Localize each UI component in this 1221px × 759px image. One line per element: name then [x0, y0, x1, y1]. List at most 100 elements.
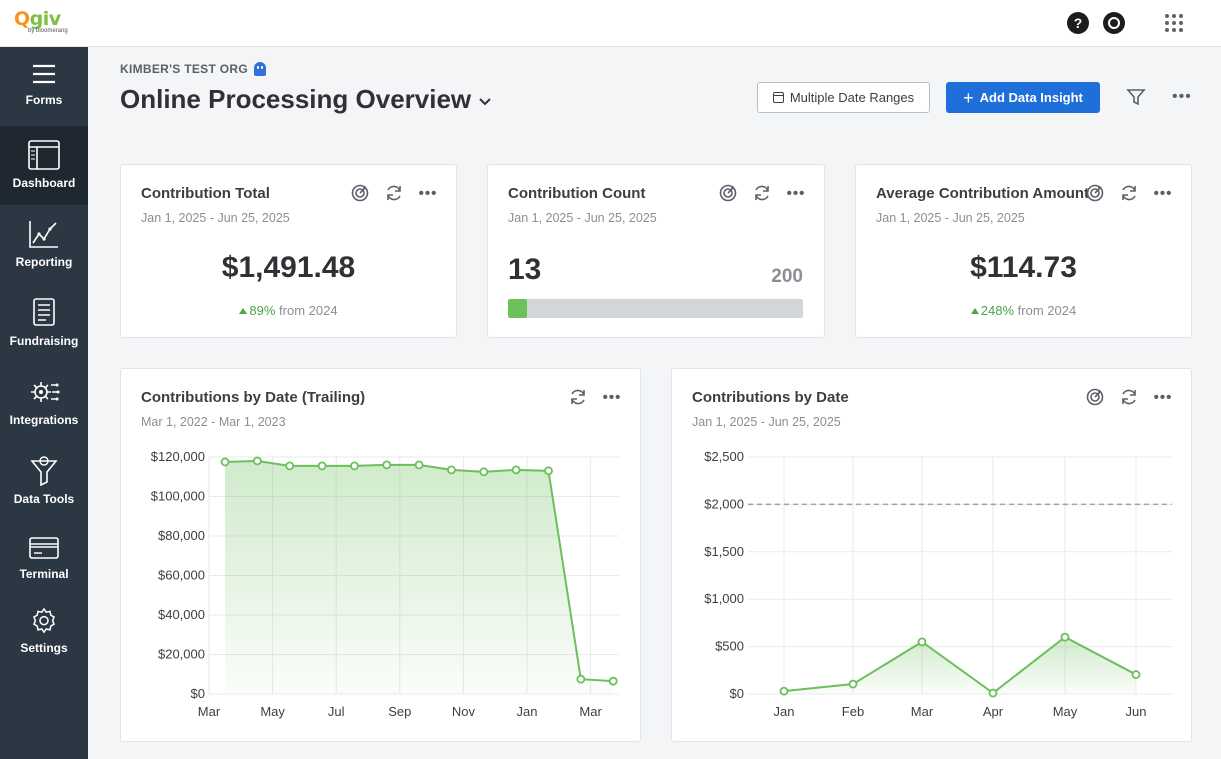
refresh-icon[interactable]	[568, 387, 588, 407]
plus-icon: +	[963, 87, 974, 108]
data-point	[917, 637, 927, 647]
sidebar-item-reporting[interactable]: Reporting	[0, 205, 88, 284]
x-tick-label: Mar	[579, 704, 602, 719]
sidebar-item-label: Forms	[25, 93, 63, 107]
card-more-icon[interactable]: •••	[786, 184, 806, 202]
integrations-icon	[31, 382, 60, 402]
data-point	[988, 688, 998, 698]
sidebar-item-forms[interactable]: Forms	[0, 47, 88, 126]
y-tick-label: $100,000	[151, 489, 205, 504]
page-title-text: Online Processing Overview	[120, 84, 472, 114]
x-tick-label: Jan	[774, 704, 795, 719]
card-icon	[29, 537, 59, 559]
y-tick-label: $0	[730, 686, 744, 701]
trend-indicator: 248% from 2024	[856, 303, 1191, 318]
sidebar-item-label: Reporting	[15, 255, 73, 269]
ghost-icon	[253, 62, 266, 76]
sidebar-item-data-tools[interactable]: Data Tools	[0, 442, 88, 521]
y-tick-label: $1,000	[704, 591, 744, 606]
x-tick-label: Jun	[1126, 704, 1147, 719]
sidebar-item-settings[interactable]: Settings	[0, 593, 88, 672]
date-range-button[interactable]: Multiple Date Ranges	[757, 82, 930, 113]
document-icon	[33, 298, 55, 326]
page-title[interactable]: Online Processing Overview	[120, 84, 491, 115]
card-date-range: Jan 1, 2025 - Jun 25, 2025	[141, 211, 290, 225]
contribution-total-value: $1,491.48	[221, 251, 356, 284]
card-date-range: Jan 1, 2025 - Jun 25, 2025	[692, 415, 841, 429]
goal-progress-fill	[508, 299, 528, 318]
refresh-icon[interactable]	[752, 183, 772, 203]
add-data-insight-button[interactable]: + Add Data Insight	[946, 82, 1100, 113]
add-data-insight-label: Add Data Insight	[979, 90, 1083, 105]
sidebar-item-integrations[interactable]: Integrations	[0, 363, 88, 442]
filter-icon[interactable]	[1126, 87, 1146, 107]
dashboard-icon	[28, 140, 60, 170]
x-tick-label: Mar	[911, 704, 934, 719]
goal-target-icon[interactable]	[718, 183, 738, 203]
card-date-range: Mar 1, 2022 - Mar 1, 2023	[141, 415, 286, 429]
data-point	[576, 674, 586, 684]
contribution-count-value: 13	[508, 253, 542, 286]
qgiv-logo[interactable]: Qgiv by bloomerang	[14, 8, 78, 38]
data-point	[608, 676, 618, 686]
x-tick-label: May	[1053, 704, 1078, 719]
date-range-label: Multiple Date Ranges	[789, 90, 915, 105]
sidebar-item-label: Dashboard	[12, 176, 76, 190]
chart-icon	[29, 221, 58, 248]
sidebar-item-fundraising[interactable]: Fundraising	[0, 284, 88, 363]
org-name-text: KIMBER'S TEST ORG	[120, 62, 248, 76]
logo-brand: Qgiv	[14, 8, 61, 30]
qgiv-assistant-icon[interactable]	[1103, 12, 1125, 34]
trend-suffix: from 2024	[279, 303, 338, 318]
data-point	[447, 465, 456, 475]
goal-target-icon[interactable]	[1085, 183, 1105, 203]
card-title: Contributions by Date (Trailing)	[141, 389, 366, 406]
sidebar-item-terminal[interactable]: Terminal	[0, 521, 88, 593]
help-icon[interactable]: ?	[1067, 12, 1089, 34]
goal-target-icon[interactable]	[1085, 387, 1105, 407]
average-contribution-value: $114.73	[970, 251, 1077, 284]
y-tick-label: $40,000	[158, 607, 205, 622]
y-tick-label: $120,000	[151, 449, 205, 464]
data-point	[1060, 632, 1070, 642]
y-tick-label: $500	[715, 639, 744, 654]
more-options-icon[interactable]: •••	[1172, 88, 1192, 105]
calendar-icon	[772, 92, 784, 103]
data-point	[1131, 670, 1141, 679]
app-grid-icon[interactable]	[1165, 14, 1183, 32]
x-tick-label: Sep	[388, 704, 411, 719]
card-date-range: Jan 1, 2025 - Jun 25, 2025	[508, 211, 657, 225]
card-more-icon[interactable]: •••	[602, 388, 622, 406]
sidebar-item-label: Data Tools	[13, 492, 75, 506]
refresh-icon[interactable]	[1119, 183, 1139, 203]
sidebar-item-label: Settings	[20, 641, 68, 655]
x-tick-label: Apr	[983, 704, 1004, 719]
sidebar-item-label: Integrations	[9, 413, 79, 427]
y-tick-label: $2,500	[704, 449, 744, 464]
refresh-icon[interactable]	[1119, 387, 1139, 407]
y-tick-label: $80,000	[158, 528, 205, 543]
sidebar-item-dashboard[interactable]: Dashboard	[0, 126, 88, 205]
card-more-icon[interactable]: •••	[1153, 388, 1173, 406]
refresh-icon[interactable]	[384, 183, 404, 203]
series-area	[225, 460, 614, 694]
trend-suffix: from 2024	[1017, 303, 1077, 318]
trend-percent: 89%	[249, 303, 276, 318]
data-point	[511, 465, 521, 475]
data-point	[317, 461, 327, 471]
x-tick-label: Jan	[517, 704, 538, 719]
by-date-area-chart: $2,500 $2,000 $1,500 $1,000 $500 $0 Jan Feb Mar A…	[704, 449, 1172, 719]
card-date-range: Jan 1, 2025 - Jun 25, 2025	[876, 211, 1025, 225]
x-tick-label: Mar	[198, 704, 221, 719]
card-more-icon[interactable]: •••	[1153, 184, 1173, 202]
x-tick-label: Nov	[452, 704, 476, 719]
contribution-goal-value: 200	[771, 266, 803, 287]
y-tick-label: $20,000	[158, 647, 205, 662]
goal-progress-bar	[508, 299, 803, 318]
card-title: Contributions by Date	[692, 389, 849, 406]
y-tick-label: $0	[191, 686, 205, 701]
x-tick-label: Jul	[328, 704, 345, 719]
goal-target-icon[interactable]	[350, 183, 370, 203]
trend-up-icon	[970, 308, 979, 314]
card-more-icon[interactable]: •••	[418, 184, 438, 202]
